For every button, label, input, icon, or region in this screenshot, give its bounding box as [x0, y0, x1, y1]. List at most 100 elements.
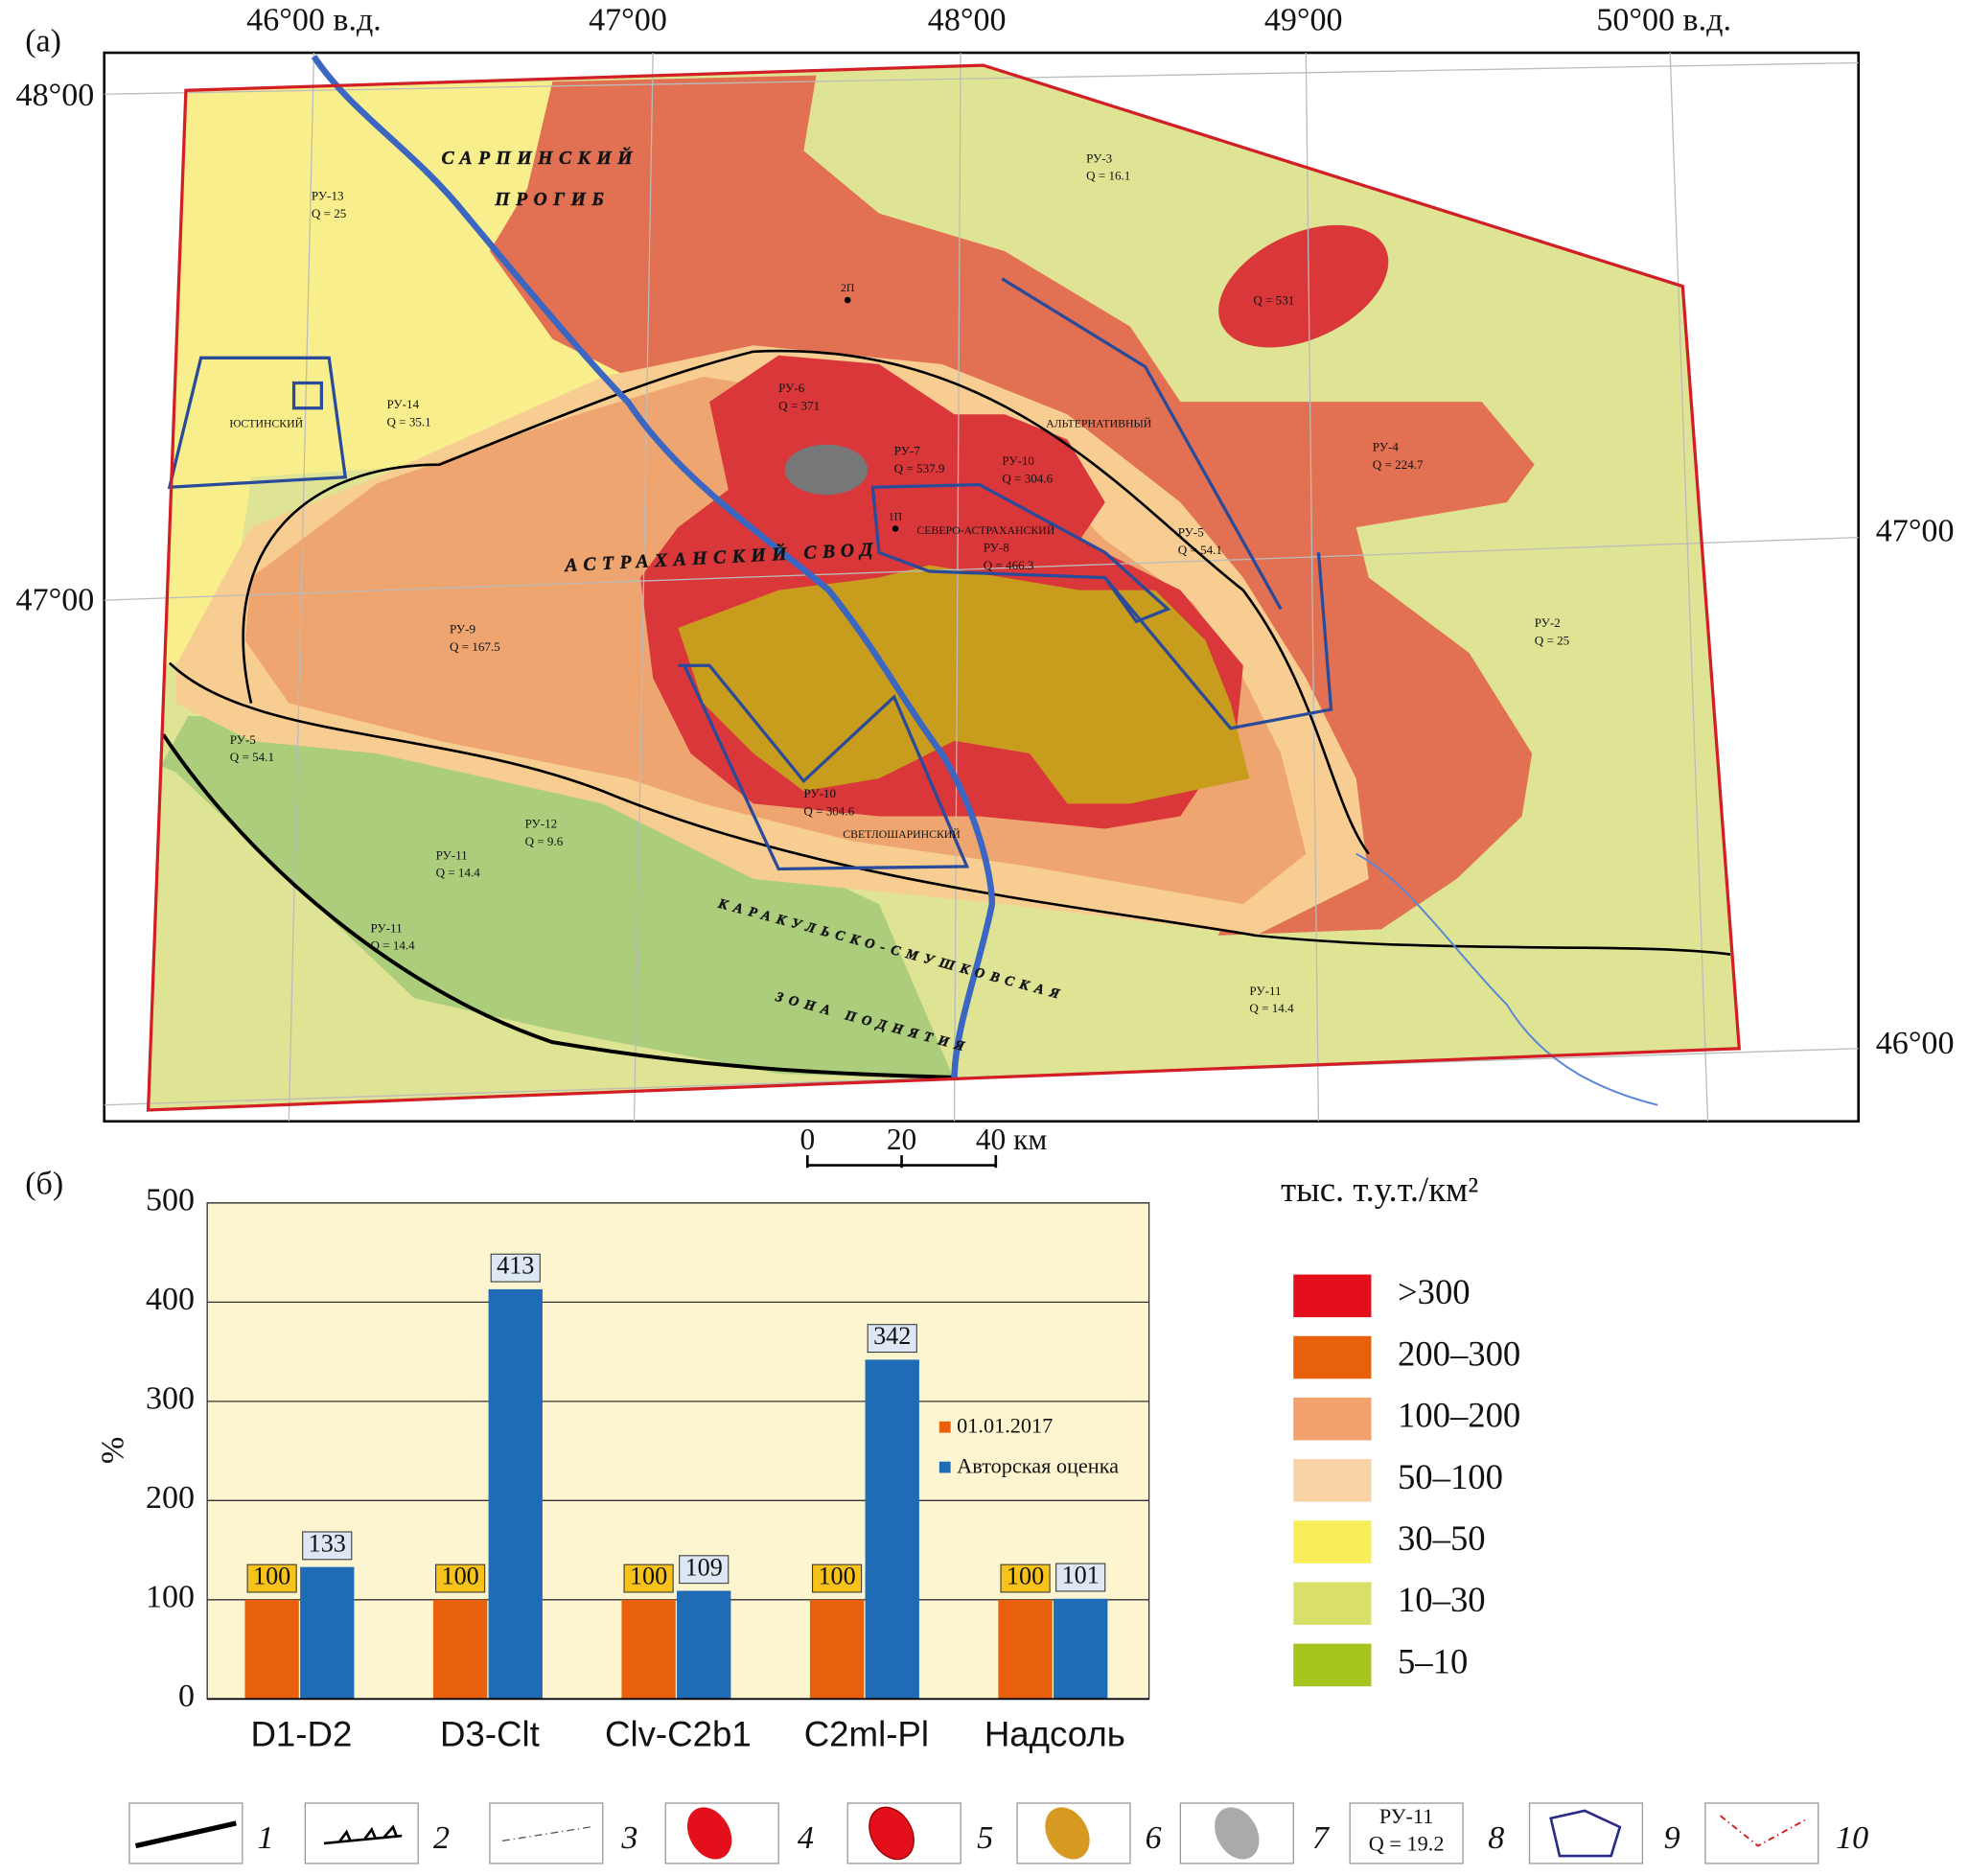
river [311, 55, 996, 1080]
symbol-number: 7 [1312, 1820, 1331, 1856]
legend-label: Авторская оценка [957, 1453, 1119, 1477]
region-name: РУ-11 [1249, 984, 1281, 998]
value-label-box [490, 1253, 541, 1283]
bar [998, 1599, 1053, 1700]
bar [677, 1590, 731, 1700]
region-q: Q = 304.6 [1002, 471, 1053, 485]
symbol-number: 2 [433, 1820, 450, 1856]
license-area-label: СВЕТЛОШАРИНСКИЙ [843, 827, 961, 841]
gray-zone [784, 444, 869, 496]
symbol-number: 3 [620, 1820, 637, 1856]
region-name: РУ-13 [312, 189, 344, 203]
value-label: 100 [441, 1563, 478, 1590]
region-q: Q = 54.1 [1178, 543, 1222, 557]
region-q: Q = 9.6 [525, 834, 564, 848]
region-q: Q = 25 [1535, 633, 1570, 647]
scale-label: 20 [887, 1123, 916, 1156]
structure-label: ПРОГИБ [494, 189, 610, 210]
longitude-label: 47°00 [589, 2, 667, 37]
value-label-box [867, 1324, 917, 1354]
value-label: 100 [630, 1563, 667, 1590]
y-tick-label: 100 [146, 1580, 195, 1615]
symbol-number: 1 [258, 1820, 274, 1856]
value-label-box [623, 1563, 674, 1593]
region-name: РУ-5 [230, 732, 257, 747]
color-swatch [1293, 1459, 1372, 1502]
region-name: РУ-14 [386, 397, 419, 411]
region-q: Q = 371 [778, 398, 820, 412]
legend-label: 01.01.2017 [957, 1413, 1053, 1437]
region-name: РУ-10 [803, 786, 836, 800]
value-label-box [1055, 1563, 1106, 1592]
region-q: Q = 466.3 [984, 558, 1034, 572]
region-q: Q = 304.6 [803, 804, 854, 819]
color-swatch [1293, 1582, 1372, 1626]
color-swatch [1293, 1643, 1372, 1687]
latitude-label: 47°00 [1876, 514, 1955, 549]
value-label: 342 [873, 1322, 911, 1350]
map [103, 51, 1861, 1169]
region-q: Q = 35.1 [386, 414, 430, 428]
color-swatch [1293, 1274, 1372, 1318]
bar [1054, 1598, 1108, 1700]
zone-30-50 [163, 81, 628, 666]
bar [865, 1359, 919, 1700]
region-q: Q = 167.5 [450, 639, 500, 654]
longitude-label: 46°00 в.д. [246, 2, 382, 37]
study-area-boundary [146, 63, 1742, 1112]
symbol-number: 9 [1664, 1820, 1680, 1856]
value-label-box [302, 1531, 353, 1561]
fault-line [161, 733, 955, 1079]
longitude-label: 50°00 в.д. [1596, 2, 1731, 37]
region-q: Q = 14.4 [436, 866, 481, 880]
well [844, 296, 851, 304]
well [892, 525, 899, 532]
region-name: РУ-3 [1086, 151, 1113, 165]
value-label-box [1000, 1563, 1051, 1593]
region-name: РУ-2 [1535, 615, 1561, 630]
symbol-number: 8 [1488, 1820, 1504, 1856]
region-name: РУ-7 [894, 444, 921, 458]
x-tick-label: D1-D2 [250, 1714, 352, 1753]
value-label: 133 [309, 1529, 346, 1557]
symbol-glyphs [134, 1806, 1809, 1861]
region-q: Q = 14.4 [370, 938, 415, 953]
license-boundaries [167, 277, 1333, 871]
river [1355, 852, 1658, 1106]
license-area-label: ЮСТИНСКИЙ [229, 416, 303, 429]
structure-label: САРПИНСКИЙ [441, 147, 638, 169]
value-label: 100 [253, 1563, 290, 1590]
value-label: 101 [1062, 1562, 1100, 1589]
region-name: РУ-5 [1178, 525, 1205, 540]
symbol-number: 10 [1836, 1820, 1868, 1856]
y-tick-label: 200 [146, 1480, 195, 1516]
value-label-box [812, 1563, 863, 1593]
longitude-label: 49°00 [1264, 2, 1343, 37]
region-q: Q = 531 [1253, 292, 1294, 307]
region-name: РУ-4 [1373, 440, 1400, 454]
bar [300, 1566, 355, 1700]
color-legend-label: 50–100 [1398, 1457, 1503, 1496]
bar [432, 1599, 488, 1700]
color-legend-title: тыс. т.у.т./км² [1281, 1170, 1478, 1209]
region-name: РУ-12 [525, 817, 558, 831]
color-swatch [1293, 1520, 1372, 1563]
bar [621, 1599, 676, 1700]
license-area-label: СЕВЕРО-АСТРАХАНСКИЙ [916, 523, 1054, 537]
region-q: Q = 54.1 [230, 750, 274, 764]
symbol-sample: РУ-11 [1379, 1804, 1433, 1828]
license-area-label: АЛЬТЕРНАТИВНЫЙ [1046, 416, 1152, 429]
panel-label: (б) [25, 1167, 63, 1202]
scale-label: 40 км [976, 1123, 1048, 1156]
latitude-label: 46°00 [1876, 1026, 1955, 1061]
thrust-lines [168, 349, 1731, 956]
latitude-label: 47°00 [16, 583, 95, 618]
bar [488, 1288, 543, 1700]
well-label: 2П [841, 282, 855, 294]
y-tick-label: 300 [146, 1381, 195, 1417]
value-label: 100 [818, 1563, 855, 1590]
symbol-number: 6 [1146, 1820, 1162, 1856]
symbol-number: 5 [977, 1820, 993, 1856]
region-q: Q = 224.7 [1373, 457, 1424, 472]
y-tick-label: 400 [146, 1282, 195, 1317]
